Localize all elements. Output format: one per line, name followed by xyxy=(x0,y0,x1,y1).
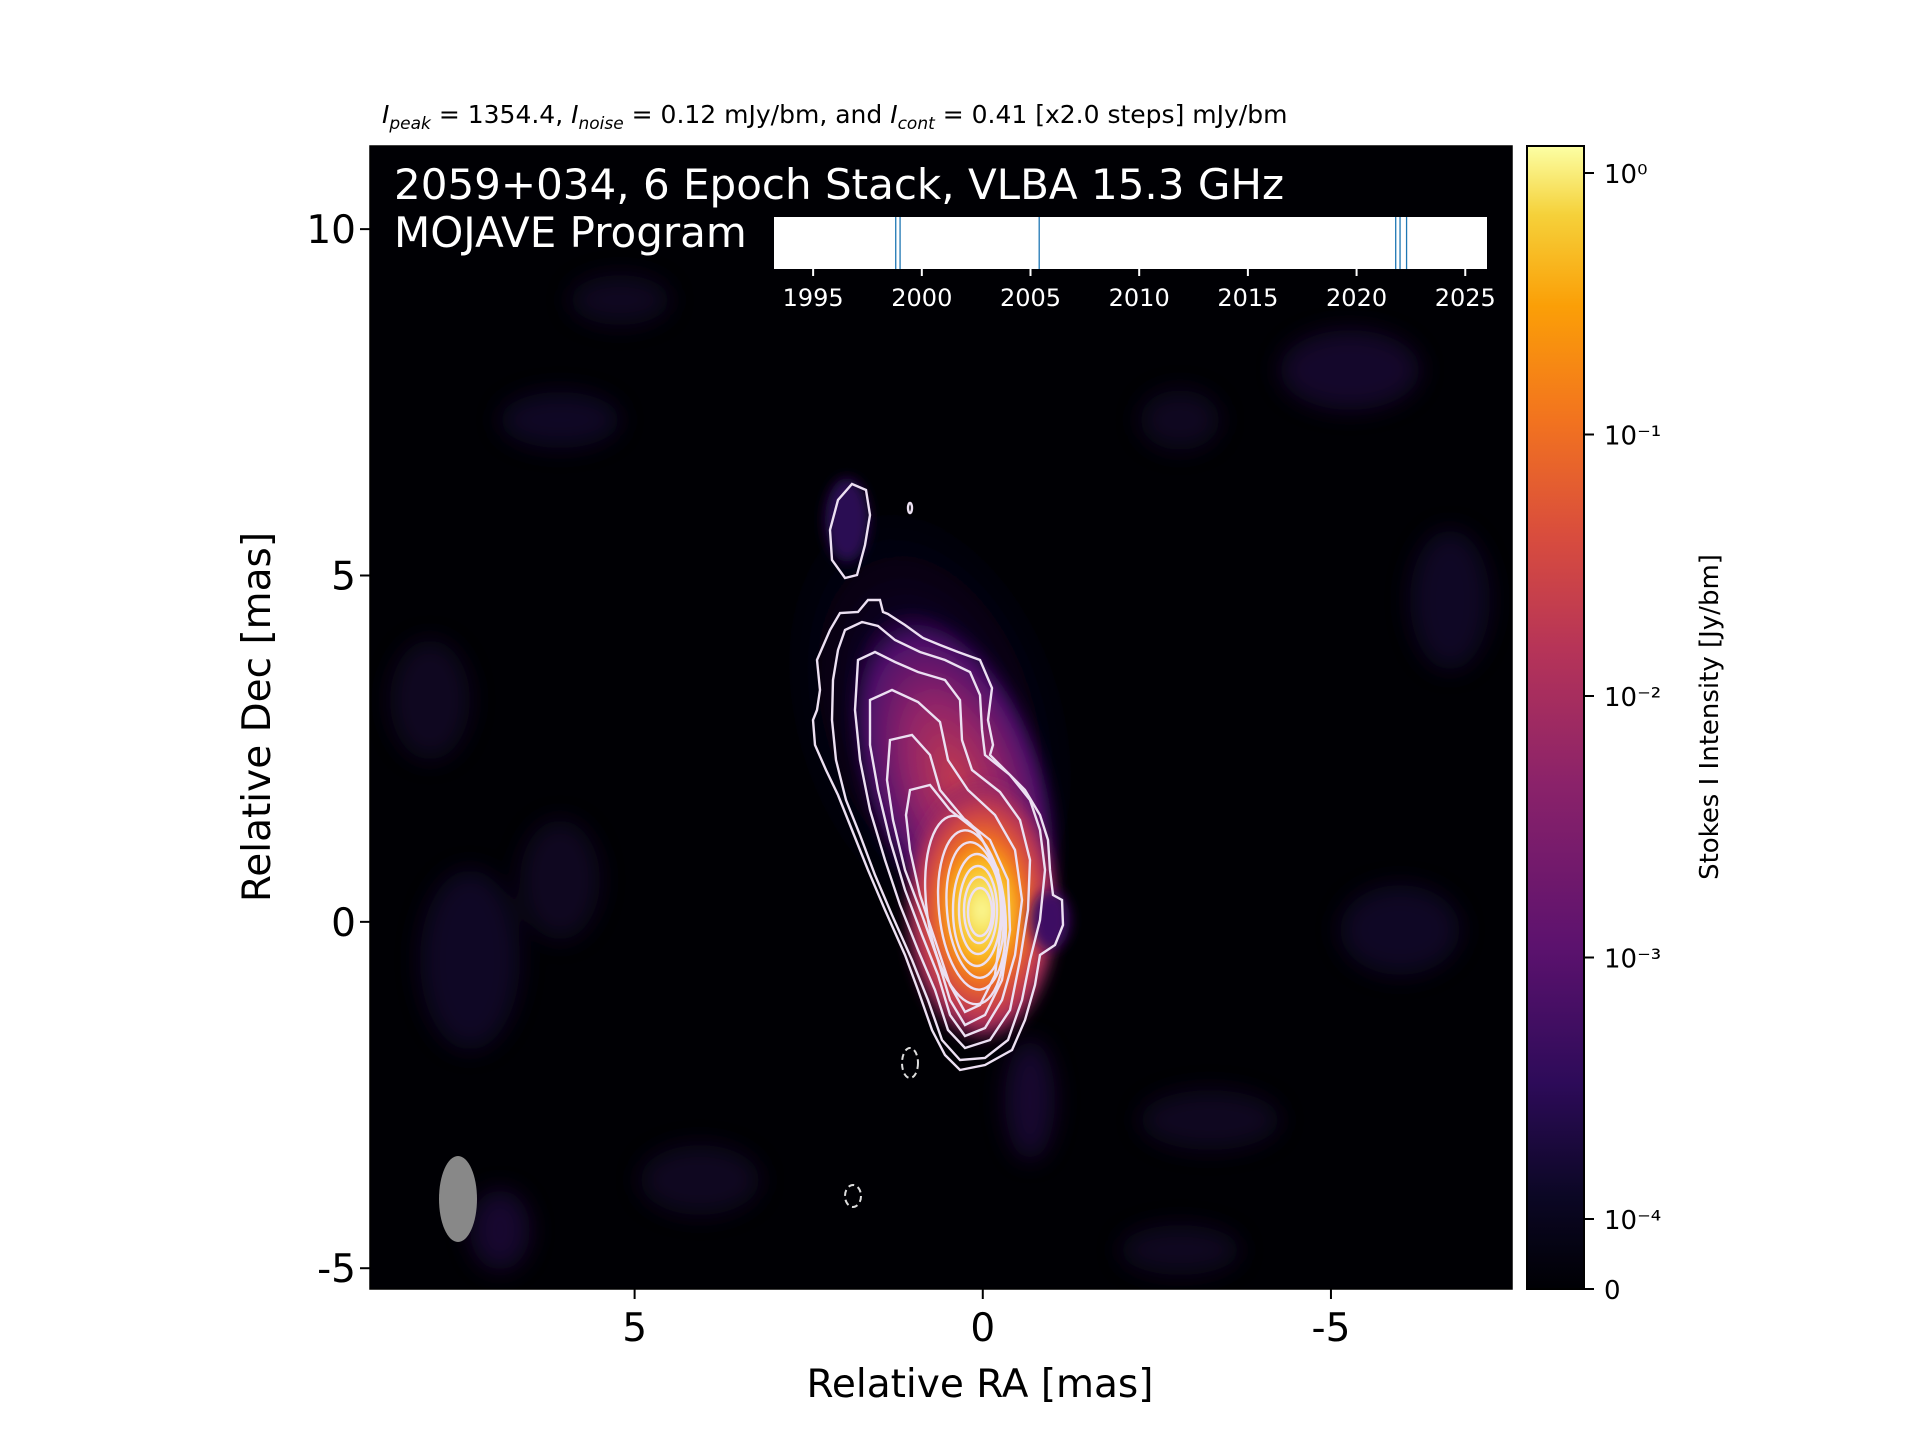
peak-symbol: I xyxy=(382,100,390,129)
epoch-tick-label: 2000 xyxy=(891,284,952,312)
beam-ellipse xyxy=(439,1156,477,1242)
epoch-tick-label: 2015 xyxy=(1217,284,1278,312)
epoch-timeline: 1995 2000 2005 2010 2015 2020 2025 xyxy=(774,217,1496,312)
contour-level-12 xyxy=(962,875,996,945)
colorbar-tick-label: 0 xyxy=(1604,1276,1621,1306)
colorbar-gradient xyxy=(1526,145,1585,1290)
noise-patches xyxy=(390,275,1490,1275)
image-panel: 2059+034, 6 Epoch Stack, VLBA 15.3 GHz M… xyxy=(369,145,1513,1290)
peak-value: = 1354.4, xyxy=(430,100,572,129)
contour-level-2 xyxy=(830,620,1047,1062)
negative-contour-2 xyxy=(844,1184,862,1208)
y-axis-label: Relative Dec [mas] xyxy=(235,532,280,902)
cont-symbol: I xyxy=(890,100,898,129)
x-tick-label: 5 xyxy=(622,1306,647,1351)
contour-level-3 xyxy=(853,650,1032,1050)
y-tick-label: 0 xyxy=(331,901,356,946)
contour-level-13 xyxy=(966,886,994,938)
y-tick-label: -5 xyxy=(317,1247,356,1292)
noise-subscript: noise xyxy=(578,114,624,134)
contour-level-11 xyxy=(957,864,999,956)
colorbar-ticks: 10⁰ 10⁻¹ 10⁻² 10⁻³ 10⁻⁴ 0 xyxy=(1584,160,1661,1306)
x-axis-label: Relative RA [mas] xyxy=(807,1362,1154,1407)
colorbar-tick-label: 10⁻⁴ xyxy=(1604,1206,1661,1236)
epoch-tick-label: 2010 xyxy=(1109,284,1170,312)
epoch-tick-label: 2020 xyxy=(1326,284,1387,312)
noise-value: = 0.12 mJy/bm, and xyxy=(623,100,891,129)
contour-knot-north xyxy=(828,482,872,580)
cont-value: = 0.41 [x2.0 steps] mJy/bm xyxy=(934,100,1288,129)
colorbar-tick-label: 10⁻² xyxy=(1604,683,1661,713)
epoch-tick-label: 2005 xyxy=(1000,284,1061,312)
epoch-tick-label: 1995 xyxy=(783,284,844,312)
intensity-contours xyxy=(811,482,1065,1072)
contour-level-4 xyxy=(868,688,1024,1038)
colorbar-tick-label: 10⁻¹ xyxy=(1604,422,1661,452)
colorbar: 10⁰ 10⁻¹ 10⁻² 10⁻³ 10⁻⁴ 0 Stokes I Intensity … xyxy=(1526,145,1725,1306)
y-tick-label: 5 xyxy=(331,554,356,599)
stats-line: Ipeak = 1354.4, Inoise = 0.12 mJy/bm, an… xyxy=(382,100,1287,134)
contour-level-10 xyxy=(951,852,1003,968)
contour-level-1 xyxy=(811,598,1065,1072)
epoch-timeline-box xyxy=(774,217,1487,269)
x-axis: 5 0 -5 xyxy=(622,1289,1350,1351)
contour-speck xyxy=(906,501,914,515)
epoch-ticks: 1995 2000 2005 2010 2015 2020 2025 xyxy=(783,269,1496,312)
image-title: 2059+034, 6 Epoch Stack, VLBA 15.3 GHz xyxy=(394,160,1284,209)
noise-symbol: I xyxy=(571,100,579,129)
image-frame xyxy=(369,145,1513,1290)
negative-contours xyxy=(844,1047,919,1208)
cont-subscript: cont xyxy=(897,114,935,134)
contour-level-9 xyxy=(945,841,1005,979)
colorbar-tick-label: 10⁻³ xyxy=(1604,945,1661,975)
y-axis: 10 5 0 -5 xyxy=(306,208,370,1292)
y-tick-label: 10 xyxy=(306,208,356,253)
epoch-lines xyxy=(895,217,1408,269)
colorbar-label: Stokes I Intensity [Jy/bm] xyxy=(1695,554,1725,880)
x-tick-label: -5 xyxy=(1312,1306,1351,1351)
x-tick-label: 0 xyxy=(970,1306,995,1351)
contour-level-8 xyxy=(936,829,1008,991)
colorbar-tick-label: 10⁰ xyxy=(1604,160,1648,190)
epoch-tick-label: 2025 xyxy=(1435,284,1496,312)
image-subtitle: MOJAVE Program xyxy=(394,208,747,257)
peak-subscript: peak xyxy=(389,114,431,134)
negative-contour-1 xyxy=(901,1047,919,1079)
contour-level-5 xyxy=(885,733,1012,1027)
